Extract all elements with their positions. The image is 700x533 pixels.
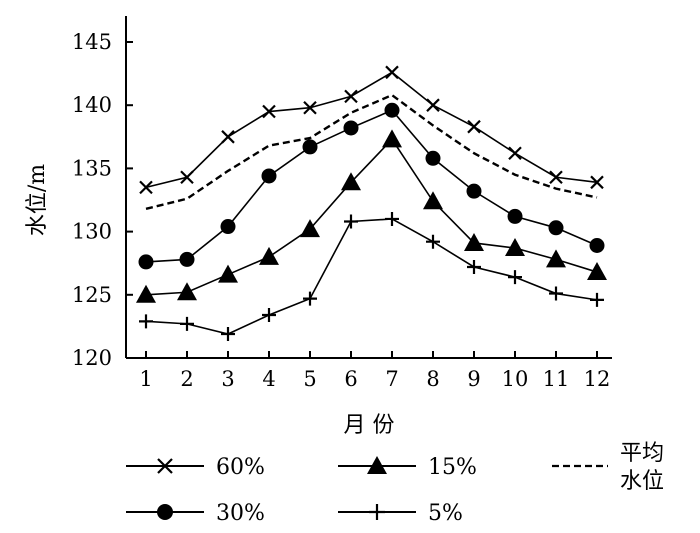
- legend-label-mean-2: 水位: [620, 469, 664, 494]
- series-4-line: [145, 93, 598, 211]
- legend-item-60: 60%: [126, 455, 265, 480]
- axes: [125, 16, 612, 359]
- point-circle-marker: [425, 150, 441, 166]
- point-triangle-marker: [341, 172, 361, 191]
- point-circle-marker: [548, 220, 564, 236]
- x-tick-label: 2: [180, 367, 193, 391]
- x-ticks: 1 2 3 4 5 6 7 8 9 10 11 12: [139, 351, 610, 391]
- y-tick-label: 120: [72, 346, 112, 370]
- point-triangle-marker: [136, 284, 156, 303]
- series-4: [145, 93, 598, 211]
- point-plus-marker: [180, 316, 194, 331]
- point-plus-marker: [590, 292, 604, 307]
- point-plus-marker: [262, 308, 276, 323]
- x-tick-label: 6: [344, 367, 357, 391]
- point-circle-marker: [261, 168, 277, 184]
- point-triangle-marker: [300, 219, 320, 238]
- series-2: [136, 129, 607, 303]
- legend-label-30: 30%: [216, 501, 265, 526]
- point-triangle-marker: [546, 249, 566, 268]
- y-tick-label: 135: [72, 156, 112, 180]
- point-x-marker: [590, 175, 604, 190]
- point-x-marker: [385, 65, 399, 80]
- point-plus-marker: [344, 214, 358, 229]
- point-plus-marker: [549, 286, 563, 301]
- series-0-line: [145, 71, 598, 189]
- point-plus-marker: [303, 291, 317, 306]
- point-x-marker: [508, 146, 522, 161]
- y-tick-label: 140: [72, 93, 112, 117]
- series-layer: [136, 65, 607, 341]
- x-tick-label: 9: [467, 367, 480, 391]
- y-axis-title: 水位/m: [25, 164, 50, 236]
- y-ticks: 120 125 130 135 140 145: [72, 30, 133, 370]
- point-triangle-marker: [382, 129, 402, 148]
- x-tick-label: 12: [584, 367, 611, 391]
- point-x-marker: [344, 89, 358, 104]
- point-circle-marker: [302, 139, 318, 155]
- point-plus-marker: [426, 234, 440, 249]
- point-circle-marker: [343, 120, 359, 136]
- legend-label-15: 15%: [428, 455, 477, 480]
- legend-x-marker: [157, 458, 173, 474]
- legend-item-mean: 平均 水位: [552, 441, 664, 494]
- series-3: [139, 211, 604, 341]
- y-tick-label: 145: [72, 30, 112, 54]
- legend-triangle-marker: [367, 456, 387, 474]
- point-x-marker: [426, 98, 440, 112]
- x-tick-label: 3: [221, 367, 234, 391]
- point-triangle-marker: [505, 238, 525, 257]
- point-triangle-marker: [218, 264, 238, 283]
- point-x-marker: [262, 104, 276, 119]
- x-tick-label: 1: [139, 367, 152, 391]
- point-triangle-marker: [259, 246, 279, 265]
- series-0: [139, 65, 604, 195]
- x-tick-label: 8: [426, 367, 439, 391]
- point-triangle-marker: [423, 191, 443, 210]
- x-tick-label: 10: [502, 367, 529, 391]
- legend-circle-marker: [157, 504, 173, 520]
- x-tick-label: 11: [543, 367, 570, 391]
- x-axis-title: 月 份: [344, 413, 395, 438]
- point-circle-marker: [507, 208, 523, 224]
- point-plus-marker: [467, 259, 481, 274]
- point-circle-marker: [179, 251, 195, 267]
- point-plus-marker: [385, 211, 399, 226]
- point-circle-marker: [589, 238, 605, 254]
- point-circle-marker: [466, 183, 482, 199]
- y-tick-label: 125: [72, 283, 112, 307]
- legend-item-15: 15%: [338, 455, 477, 480]
- point-circle-marker: [220, 219, 236, 235]
- point-triangle-marker: [464, 232, 484, 251]
- y-tick-label: 130: [72, 220, 112, 244]
- point-circle-marker: [138, 254, 154, 270]
- point-x-marker: [303, 100, 317, 115]
- legend-label-mean-1: 平均: [620, 441, 664, 466]
- point-x-marker: [549, 170, 563, 185]
- point-triangle-marker: [587, 262, 607, 281]
- point-x-marker: [221, 130, 235, 144]
- point-x-marker: [180, 170, 194, 185]
- legend-item-30: 30%: [126, 501, 265, 526]
- point-triangle-marker: [177, 282, 197, 301]
- legend-label-60: 60%: [216, 455, 265, 480]
- point-plus-marker: [508, 270, 522, 285]
- series-1-line: [145, 109, 598, 263]
- legend: 60% 15% 30% 5% 平均 水位: [126, 441, 664, 526]
- point-x-marker: [139, 180, 153, 195]
- legend-item-5: 5%: [338, 501, 463, 526]
- x-tick-label: 7: [385, 367, 398, 391]
- series-3-line: [145, 218, 598, 335]
- x-tick-label: 5: [303, 367, 316, 391]
- series-1: [138, 102, 605, 270]
- point-x-marker: [467, 119, 481, 134]
- point-circle-marker: [384, 102, 400, 118]
- legend-label-5: 5%: [428, 501, 463, 526]
- point-plus-marker: [139, 314, 153, 329]
- legend-plus-marker: [369, 504, 385, 520]
- x-tick-label: 4: [262, 367, 275, 391]
- series-2-line: [145, 138, 598, 296]
- point-plus-marker: [221, 326, 235, 341]
